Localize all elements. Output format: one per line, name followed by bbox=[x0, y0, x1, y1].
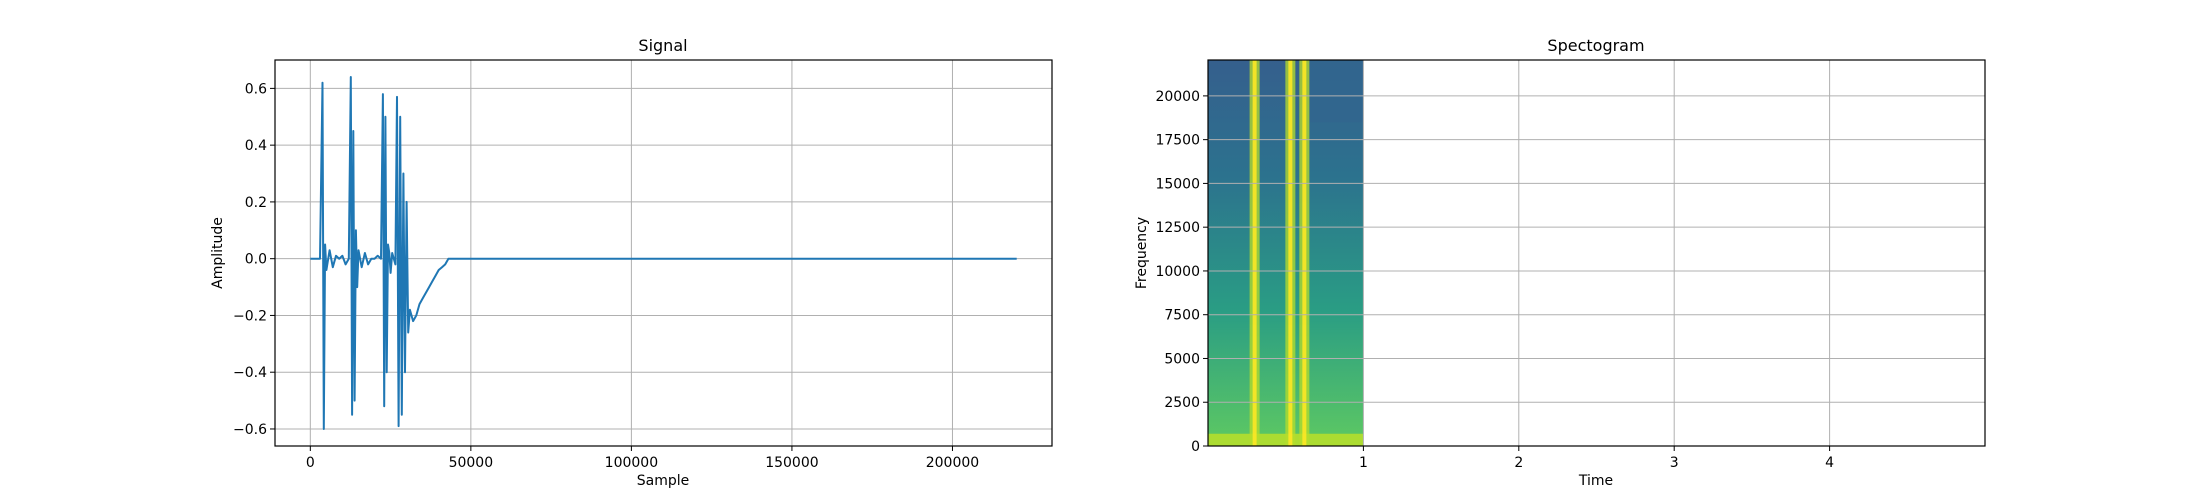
spectrogram-x-axis-label: Time bbox=[1578, 473, 1613, 489]
spectrogram-title: Spectogram bbox=[1547, 36, 1644, 55]
spectrogram-onset-peak bbox=[1252, 60, 1257, 446]
signal-y-tick-label: −0.6 bbox=[233, 422, 267, 438]
signal-y-tick-label: 0.0 bbox=[245, 252, 267, 268]
signal-axes-frame bbox=[274, 59, 1053, 447]
signal-y-tick-label: 0.2 bbox=[245, 195, 267, 211]
spectrogram-y-tick-label: 5000 bbox=[1164, 351, 1200, 367]
signal-y-tick-label: −0.2 bbox=[233, 308, 267, 324]
spectrogram-onset-peak bbox=[1288, 60, 1293, 446]
spectrogram-x-tick-label: 2 bbox=[1514, 455, 1523, 471]
signal-x-tick-label: 50000 bbox=[449, 455, 494, 471]
signal-y-tick-label: 0.6 bbox=[245, 81, 267, 97]
signal-line-layer bbox=[310, 76, 1017, 430]
spectrogram-grid bbox=[1208, 60, 1985, 447]
signal-x-ticks: 0 50000 100000 150000 200000 bbox=[306, 446, 979, 471]
spectrogram-y-tick-label: 0 bbox=[1191, 439, 1200, 455]
signal-x-axis-label: Sample bbox=[637, 473, 690, 489]
spectrogram-y-ticks: 0 2500 5000 7500 10000 12500 15000 17500 20000 bbox=[1155, 89, 1208, 455]
spectrogram-x-tick-label: 4 bbox=[1825, 455, 1834, 471]
spectrogram-y-tick-label: 10000 bbox=[1155, 264, 1200, 280]
spectrogram-y-tick-label: 15000 bbox=[1155, 176, 1200, 192]
signal-y-tick-label: −0.4 bbox=[233, 365, 267, 381]
spectrogram-x-tick-label: 1 bbox=[1359, 455, 1368, 471]
signal-x-tick-label: 200000 bbox=[926, 455, 979, 471]
signal-series-line bbox=[310, 76, 1017, 430]
spectrogram-quiet-region bbox=[1309, 60, 1364, 123]
spectrogram-y-tick-label: 7500 bbox=[1164, 308, 1200, 324]
spectrogram-onset-peak bbox=[1302, 60, 1307, 446]
spectrogram-y-tick-label: 2500 bbox=[1164, 395, 1200, 411]
spectrogram-image bbox=[1208, 60, 1364, 446]
signal-x-tick-label: 0 bbox=[306, 455, 315, 471]
signal-title: Signal bbox=[638, 36, 687, 55]
spectrogram-y-tick-label: 12500 bbox=[1155, 220, 1200, 236]
spectrogram-y-tick-label: 20000 bbox=[1155, 89, 1200, 105]
spectrogram-x-tick-label: 3 bbox=[1670, 455, 1679, 471]
signal-x-tick-label: 100000 bbox=[605, 455, 658, 471]
signal-y-axis-label: Amplitude bbox=[210, 217, 226, 289]
signal-y-ticks: −0.6 −0.4 −0.2 0.0 0.2 0.4 0.6 bbox=[233, 81, 275, 438]
spectrogram-x-ticks: 1 2 3 4 bbox=[1359, 446, 1834, 471]
spectrogram-y-tick-label: 17500 bbox=[1155, 133, 1200, 149]
spectrogram-axes-frame bbox=[1207, 59, 1986, 447]
signal-plot: 0 50000 100000 150000 200000 −0.6 −0.4 −0.2 0.0… bbox=[210, 36, 1053, 489]
signal-x-tick-label: 150000 bbox=[765, 455, 818, 471]
spectrogram-y-axis-label: Frequency bbox=[1134, 217, 1150, 289]
signal-y-tick-label: 0.4 bbox=[245, 138, 267, 154]
spectrogram-plot: 1 2 3 4 0 2500 5000 7500 10000 12500 15000 17500 20… bbox=[1134, 36, 1986, 489]
